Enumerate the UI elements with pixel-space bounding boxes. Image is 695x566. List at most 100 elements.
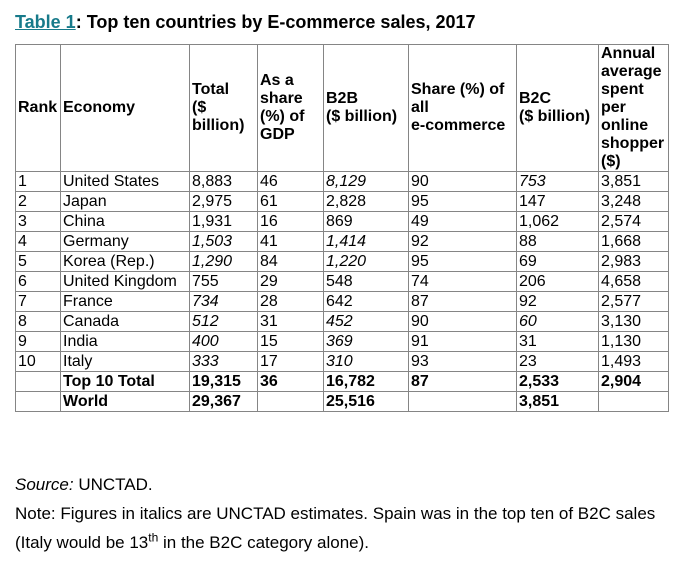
table-cell: 147	[516, 191, 599, 212]
table-cell: 60	[516, 311, 599, 332]
table-cell: 333	[189, 351, 258, 372]
table-cell: 3	[15, 211, 61, 232]
table-cell	[598, 391, 669, 412]
table-cell: Japan	[60, 191, 190, 212]
table-cell: 61	[257, 191, 324, 212]
column-header-total: Total ($ billion)	[189, 44, 258, 172]
table-row: 4 Germany 1,503 41 1,414 92 88 1,668	[15, 231, 669, 252]
table-cell: 2,904	[598, 371, 669, 392]
table-cell: 1,493	[598, 351, 669, 372]
table-cell: 16	[257, 211, 324, 232]
table-cell: 869	[323, 211, 409, 232]
table-cell	[408, 391, 517, 412]
table-cell: Top 10 Total	[60, 371, 190, 392]
table-cell: 16,782	[323, 371, 409, 392]
table-row: 3 China 1,931 16 869 49 1,062 2,574	[15, 211, 669, 232]
table-cell: 3,248	[598, 191, 669, 212]
table-cell: 29,367	[189, 391, 258, 412]
table-cell: 400	[189, 331, 258, 352]
table-cell: 310	[323, 351, 409, 372]
table-cell: 1,062	[516, 211, 599, 232]
table-cell: 41	[257, 231, 324, 252]
table-cell: 734	[189, 291, 258, 312]
note-text-part2: in the B2C category alone).	[158, 533, 369, 552]
table-cell: 2,983	[598, 251, 669, 272]
table-cell: 548	[323, 271, 409, 292]
table-cell: 90	[408, 311, 517, 332]
table-cell: 6	[15, 271, 61, 292]
table-cell: 15	[257, 331, 324, 352]
table-cell: United States	[60, 171, 190, 192]
table-cell: 10	[15, 351, 61, 372]
table-cell: 4,658	[598, 271, 669, 292]
table-cell: 93	[408, 351, 517, 372]
column-header-annual-average: Annual average spent per online shopper …	[598, 44, 669, 172]
table-cell: 753	[516, 171, 599, 192]
table-cell: 95	[408, 251, 517, 272]
table-cell: 2,577	[598, 291, 669, 312]
table-cell: 25,516	[323, 391, 409, 412]
table-cell: France	[60, 291, 190, 312]
note-superscript: th	[148, 530, 159, 545]
table-cell: China	[60, 211, 190, 232]
table-cell: 46	[257, 171, 324, 192]
table-cell	[15, 371, 61, 392]
table-cell: 755	[189, 271, 258, 292]
source-text: UNCTAD.	[73, 475, 153, 494]
table-cell: Italy	[60, 351, 190, 372]
table-cell: World	[60, 391, 190, 412]
table-cell: 23	[516, 351, 599, 372]
table-header-row: Rank Economy Total ($ billion) As a shar…	[15, 44, 669, 172]
table-cell: 17	[257, 351, 324, 372]
table-cell: 2,574	[598, 211, 669, 232]
table-cell: 512	[189, 311, 258, 332]
table-cell: 1,220	[323, 251, 409, 272]
column-header-b2c: B2C ($ billion)	[516, 44, 599, 172]
table-body: 1 United States 8,883 46 8,129 90 753 3,851 2 Jap…	[15, 171, 669, 412]
table-cell: 8,129	[323, 171, 409, 192]
table-cell: Canada	[60, 311, 190, 332]
note-text-part1: Note: Figures in italics are UNCTAD esti…	[15, 504, 656, 552]
table-cell: 3,851	[598, 171, 669, 192]
table-cell: 84	[257, 251, 324, 272]
footer-notes: Source: UNCTAD. Note: Figures in italics…	[15, 470, 677, 557]
table-cell: 7	[15, 291, 61, 312]
table-cell: 4	[15, 231, 61, 252]
table-cell: 3,130	[598, 311, 669, 332]
table-cell: 36	[257, 371, 324, 392]
table-cell: 95	[408, 191, 517, 212]
table-cell: 74	[408, 271, 517, 292]
table-cell: 29	[257, 271, 324, 292]
table-cell: 87	[408, 371, 517, 392]
table-cell: 31	[516, 331, 599, 352]
note-line: Note: Figures in italics are UNCTAD esti…	[15, 499, 677, 557]
table-row: 7 France 734 28 642 87 92 2,577	[15, 291, 669, 312]
table-1-link[interactable]: Table 1	[15, 12, 76, 32]
table-cell	[257, 391, 324, 412]
table-row: 8 Canada 512 31 452 90 60 3,130	[15, 311, 669, 332]
table-cell: 1,290	[189, 251, 258, 272]
table-cell: 49	[408, 211, 517, 232]
column-header-ecommerce-share: Share (%) of all e-commerce	[408, 44, 517, 172]
table-cell: 91	[408, 331, 517, 352]
source-label: Source:	[15, 475, 74, 494]
table-cell	[15, 391, 61, 412]
table-cell: 3,851	[516, 391, 599, 412]
table-title: Table 1: Top ten countries by E-commerce…	[15, 12, 695, 32]
table-cell: 5	[15, 251, 61, 272]
table-total-row: World 29,367 25,516 3,851	[15, 391, 669, 412]
table-cell: 1	[15, 171, 61, 192]
table-cell: 31	[257, 311, 324, 332]
table-cell: 1,668	[598, 231, 669, 252]
table-row: 1 United States 8,883 46 8,129 90 753 3,851	[15, 171, 669, 192]
table-header: Rank Economy Total ($ billion) As a shar…	[15, 44, 669, 172]
column-header-gdp-share: As a share (%) of GDP	[257, 44, 324, 172]
table-cell: 90	[408, 171, 517, 192]
table-cell: 2,533	[516, 371, 599, 392]
table-cell: 92	[408, 231, 517, 252]
page-title: : Top ten countries by E-commerce sales,…	[75, 12, 476, 32]
column-header-rank: Rank	[15, 44, 61, 172]
table-cell: 1,503	[189, 231, 258, 252]
table-cell: 1,931	[189, 211, 258, 232]
